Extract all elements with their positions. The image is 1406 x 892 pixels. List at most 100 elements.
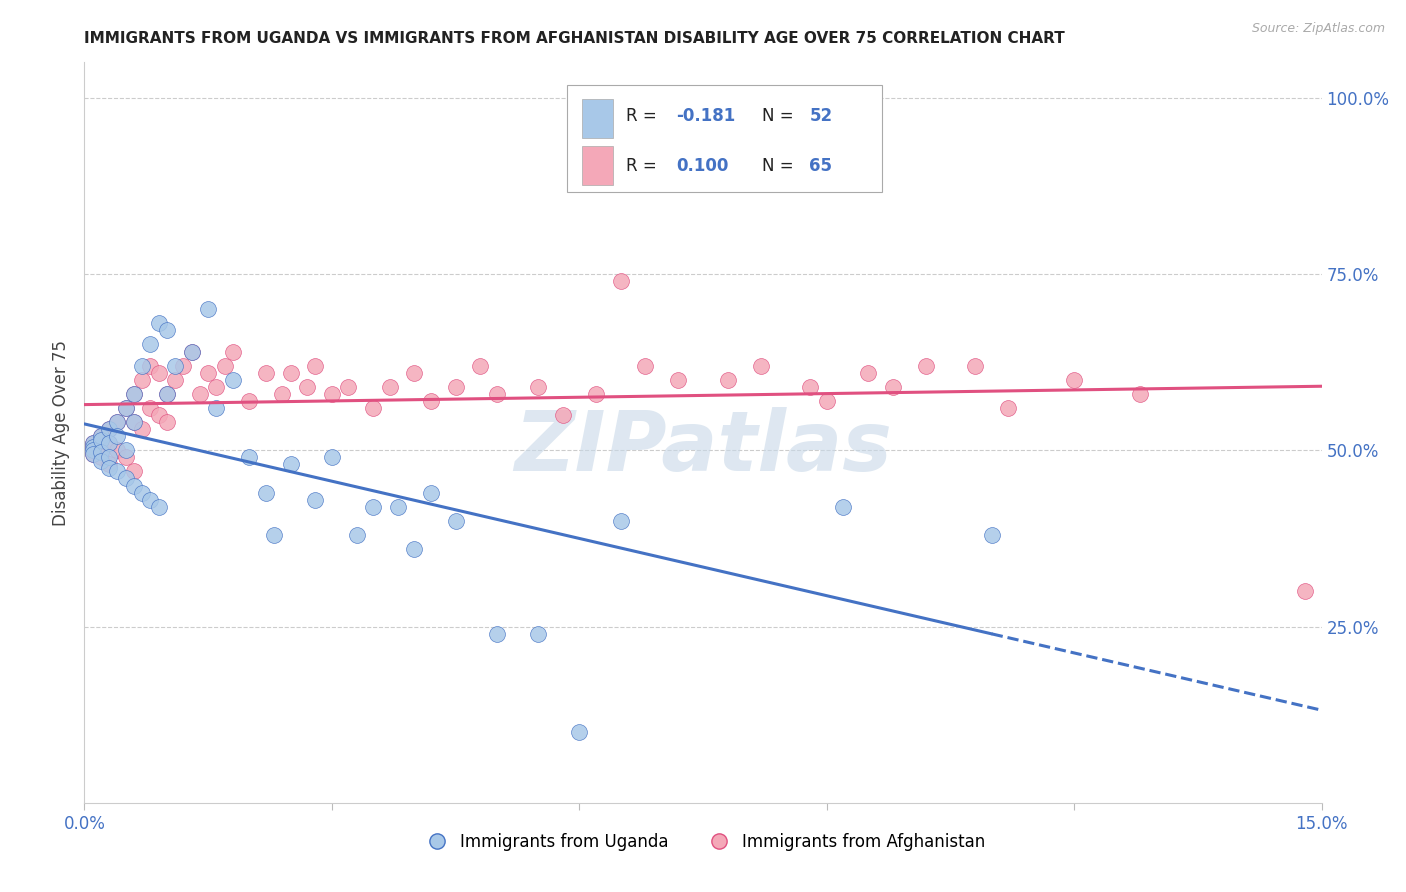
Point	[90, 450, 112, 465]
Point	[321, 387, 343, 401]
Point	[156, 387, 179, 401]
Bar	[582, 146, 613, 185]
Point	[156, 387, 179, 401]
Text: ZIPatlas: ZIPatlas	[515, 407, 891, 488]
Point	[609, 514, 631, 528]
Text: 0.100: 0.100	[676, 157, 728, 175]
Point	[197, 366, 219, 380]
Point	[378, 380, 401, 394]
Point	[122, 478, 145, 492]
Point	[172, 359, 194, 373]
Point	[485, 626, 508, 640]
Point	[882, 380, 904, 394]
Point	[90, 444, 112, 458]
Point	[114, 471, 136, 485]
Point	[444, 514, 467, 528]
Bar	[582, 99, 613, 138]
Point	[122, 415, 145, 429]
Point	[180, 344, 202, 359]
Point	[527, 380, 550, 394]
Point	[139, 401, 162, 415]
Point	[82, 447, 104, 461]
Point	[263, 528, 285, 542]
Point	[156, 323, 179, 337]
Point	[90, 433, 112, 447]
Point	[180, 344, 202, 359]
Point	[295, 380, 318, 394]
Point	[304, 359, 326, 373]
Text: N =: N =	[762, 108, 799, 126]
Point	[165, 373, 187, 387]
Point	[165, 359, 187, 373]
Point	[485, 387, 508, 401]
Text: Source: ZipAtlas.com: Source: ZipAtlas.com	[1251, 22, 1385, 36]
Point	[337, 380, 360, 394]
Point	[717, 373, 740, 387]
Y-axis label: Disability Age Over 75: Disability Age Over 75	[52, 340, 70, 525]
Point	[82, 443, 104, 458]
Point	[254, 485, 277, 500]
Point	[666, 373, 689, 387]
Text: R =: R =	[626, 157, 662, 175]
Point	[387, 500, 409, 514]
Point	[82, 440, 104, 454]
Point	[799, 380, 821, 394]
Point	[90, 429, 112, 443]
Point	[131, 373, 153, 387]
Point	[361, 500, 384, 514]
Point	[90, 443, 112, 458]
Point	[98, 461, 121, 475]
Point	[1129, 387, 1152, 401]
Point	[419, 485, 441, 500]
Point	[238, 393, 260, 408]
Point	[361, 401, 384, 415]
Text: 52: 52	[810, 108, 832, 126]
Point	[131, 485, 153, 500]
Point	[1294, 584, 1316, 599]
Point	[148, 316, 170, 330]
Text: R =: R =	[626, 108, 662, 126]
Point	[131, 359, 153, 373]
Point	[205, 380, 228, 394]
Point	[271, 387, 294, 401]
Text: -0.181: -0.181	[676, 108, 735, 126]
Point	[114, 401, 136, 415]
Point	[346, 528, 368, 542]
Point	[139, 492, 162, 507]
Point	[321, 450, 343, 465]
Point	[965, 359, 987, 373]
FancyBboxPatch shape	[567, 85, 883, 192]
Point	[914, 359, 936, 373]
Point	[404, 366, 426, 380]
Point	[148, 366, 170, 380]
Point	[815, 393, 838, 408]
Point	[280, 458, 302, 472]
Point	[114, 450, 136, 465]
Point	[634, 359, 657, 373]
Point	[105, 464, 128, 478]
Point	[90, 454, 112, 468]
Point	[98, 422, 121, 436]
Point	[254, 366, 277, 380]
Point	[527, 626, 550, 640]
Point	[98, 458, 121, 472]
Point	[205, 401, 228, 415]
Point	[139, 337, 162, 351]
Point	[105, 415, 128, 429]
Point	[98, 422, 121, 436]
Point	[832, 500, 855, 514]
Point	[105, 443, 128, 458]
Point	[156, 415, 179, 429]
Point	[82, 436, 104, 450]
Point	[997, 401, 1019, 415]
Point	[114, 401, 136, 415]
Point	[148, 500, 170, 514]
Point	[749, 359, 772, 373]
Text: IMMIGRANTS FROM UGANDA VS IMMIGRANTS FROM AFGHANISTAN DISABILITY AGE OVER 75 COR: IMMIGRANTS FROM UGANDA VS IMMIGRANTS FRO…	[84, 31, 1066, 46]
Point	[105, 415, 128, 429]
Point	[139, 359, 162, 373]
Text: N =: N =	[762, 157, 799, 175]
Point	[238, 450, 260, 465]
Point	[1063, 373, 1085, 387]
Point	[222, 373, 245, 387]
